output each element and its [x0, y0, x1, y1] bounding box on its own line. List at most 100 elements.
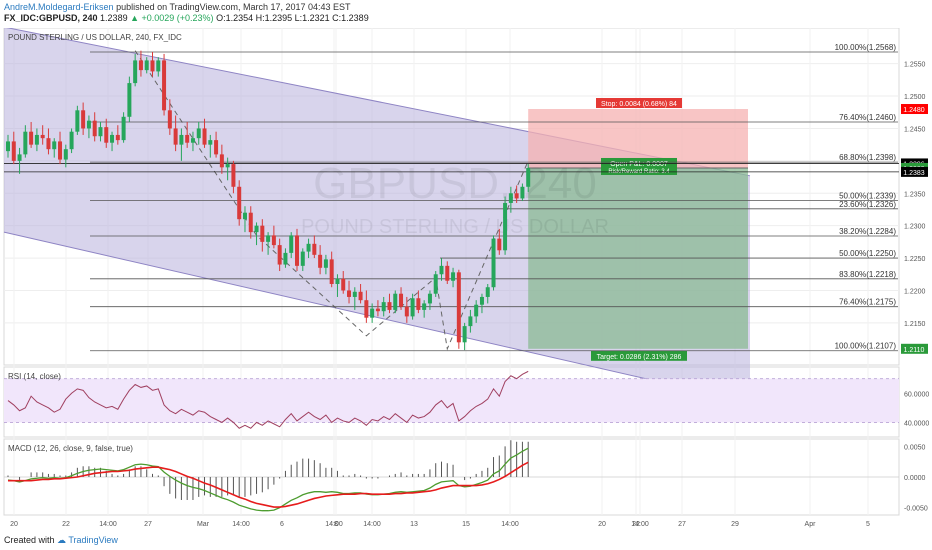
- candle-body: [393, 293, 398, 310]
- candle-body: [17, 154, 22, 161]
- ohlc-values: O:1.2354 H:1.2395 L:1.2321 C:1.2389: [216, 13, 369, 23]
- macd-axis-label: 0.0050: [904, 444, 926, 451]
- watermark-symbol: GBPUSD, 240: [313, 159, 597, 208]
- chart-canvas[interactable]: Stop: 0.0084 (0.68%) 84 Target: 0.0286 (2…: [0, 28, 932, 548]
- price-pane-title: POUND STERLING / US DOLLAR, 240, FX_IDC: [8, 33, 182, 42]
- candle: [503, 196, 508, 255]
- fib-level-label: 68.80%(1.2398): [839, 153, 896, 162]
- candle-body: [410, 298, 415, 317]
- candle-body: [283, 252, 288, 265]
- candle-body: [219, 154, 224, 168]
- candle-body: [185, 134, 190, 143]
- tradingview-link[interactable]: TradingView: [68, 535, 118, 545]
- candle: [381, 296, 386, 317]
- candle-body: [318, 254, 323, 268]
- candle: [439, 258, 444, 281]
- candle-body: [156, 60, 161, 72]
- candle: [306, 238, 311, 259]
- candle: [335, 274, 340, 297]
- candle-body: [115, 134, 120, 141]
- price-axis-label: 1.2300: [904, 224, 926, 231]
- candle: [456, 269, 461, 349]
- candle-body: [6, 141, 10, 152]
- candle: [86, 115, 91, 139]
- candle-body: [46, 138, 51, 150]
- candle: [266, 232, 271, 255]
- candle-body: [399, 293, 404, 307]
- candle: [526, 164, 531, 192]
- candle-body: [11, 141, 16, 161]
- macd-indicator: [4, 440, 899, 512]
- price-tag-box: [901, 104, 928, 115]
- author-link[interactable]: AndreM.Moldegard-Eriksen: [4, 2, 114, 12]
- candle-body: [190, 138, 195, 143]
- price-tag-box: [901, 166, 928, 177]
- candle: [214, 131, 219, 158]
- time-axis-label: 14:00: [363, 521, 381, 528]
- candle: [347, 280, 352, 304]
- candle: [410, 293, 415, 320]
- candle: [474, 300, 479, 323]
- candle: [127, 76, 132, 122]
- candle: [508, 186, 513, 213]
- time-axis-label: 14:00: [99, 521, 117, 528]
- candle: [451, 267, 456, 288]
- candle-body: [387, 302, 392, 310]
- candle: [52, 138, 57, 158]
- candle-body: [271, 235, 276, 246]
- candle: [104, 118, 109, 148]
- candle-body: [237, 186, 242, 220]
- candle-body: [375, 308, 380, 312]
- candle: [445, 261, 450, 284]
- candle: [329, 251, 334, 288]
- rsi-axis-label: 60.0000: [904, 391, 929, 398]
- time-axis-label: 15: [462, 521, 470, 528]
- candle: [283, 248, 288, 268]
- rsi-indicator: [4, 370, 899, 429]
- candle: [219, 144, 224, 174]
- time-axis-label: 27: [678, 521, 686, 528]
- candle-body: [416, 298, 421, 310]
- fib-level-label: 76.40%(1.2175): [839, 298, 896, 307]
- candle: [242, 206, 247, 233]
- candle-body: [491, 238, 496, 288]
- fib-level-label: 76.40%(1.2460): [839, 113, 896, 122]
- candle-body: [277, 245, 282, 265]
- macd-axis-label: -0.0050: [904, 506, 928, 513]
- rsi-line: [7, 370, 529, 429]
- chart-header: AndreM.Moldegard-Eriksen published on Tr…: [0, 0, 932, 30]
- candle: [323, 254, 328, 275]
- candle: [491, 235, 496, 291]
- channel-lower-line: [3, 231, 751, 403]
- candle-body: [526, 167, 531, 187]
- price-axis-label: 1.2200: [904, 288, 926, 295]
- candle-body: [150, 60, 155, 72]
- fibonacci-levels: 100.00%(1.2568) 76.40%(1.2460) 68.80%(1.23…: [4, 43, 899, 352]
- candle-body: [248, 212, 253, 233]
- candle-body: [341, 278, 346, 291]
- candle-body: [433, 274, 438, 294]
- time-axis-label: 14:00: [501, 521, 519, 528]
- candle: [40, 125, 45, 145]
- candle-body: [69, 131, 74, 150]
- candle: [237, 180, 242, 226]
- fib-level-label: 23.60%(1.2326): [839, 200, 896, 209]
- target-label-box: [591, 350, 687, 361]
- price-tag: 1.2383: [901, 166, 928, 177]
- candle-body: [225, 164, 230, 168]
- candle: [427, 290, 432, 310]
- candle-body: [254, 225, 259, 233]
- watermark-name: POUND STERLING / US DOLLAR: [301, 216, 609, 238]
- candle: [370, 303, 375, 323]
- candle-body: [63, 149, 68, 160]
- candle: [352, 287, 357, 310]
- time-axis-label: 14:00: [232, 521, 250, 528]
- macd-pane-title: MACD (12, 26, close, 9, false, true): [8, 444, 133, 453]
- candle-body: [370, 308, 375, 318]
- candle-body: [121, 116, 126, 141]
- candle-body: [29, 131, 34, 145]
- candle-body: [485, 287, 490, 297]
- candle-body: [422, 303, 427, 310]
- symbol-name: FX_IDC:GBPUSD, 240: [4, 13, 98, 23]
